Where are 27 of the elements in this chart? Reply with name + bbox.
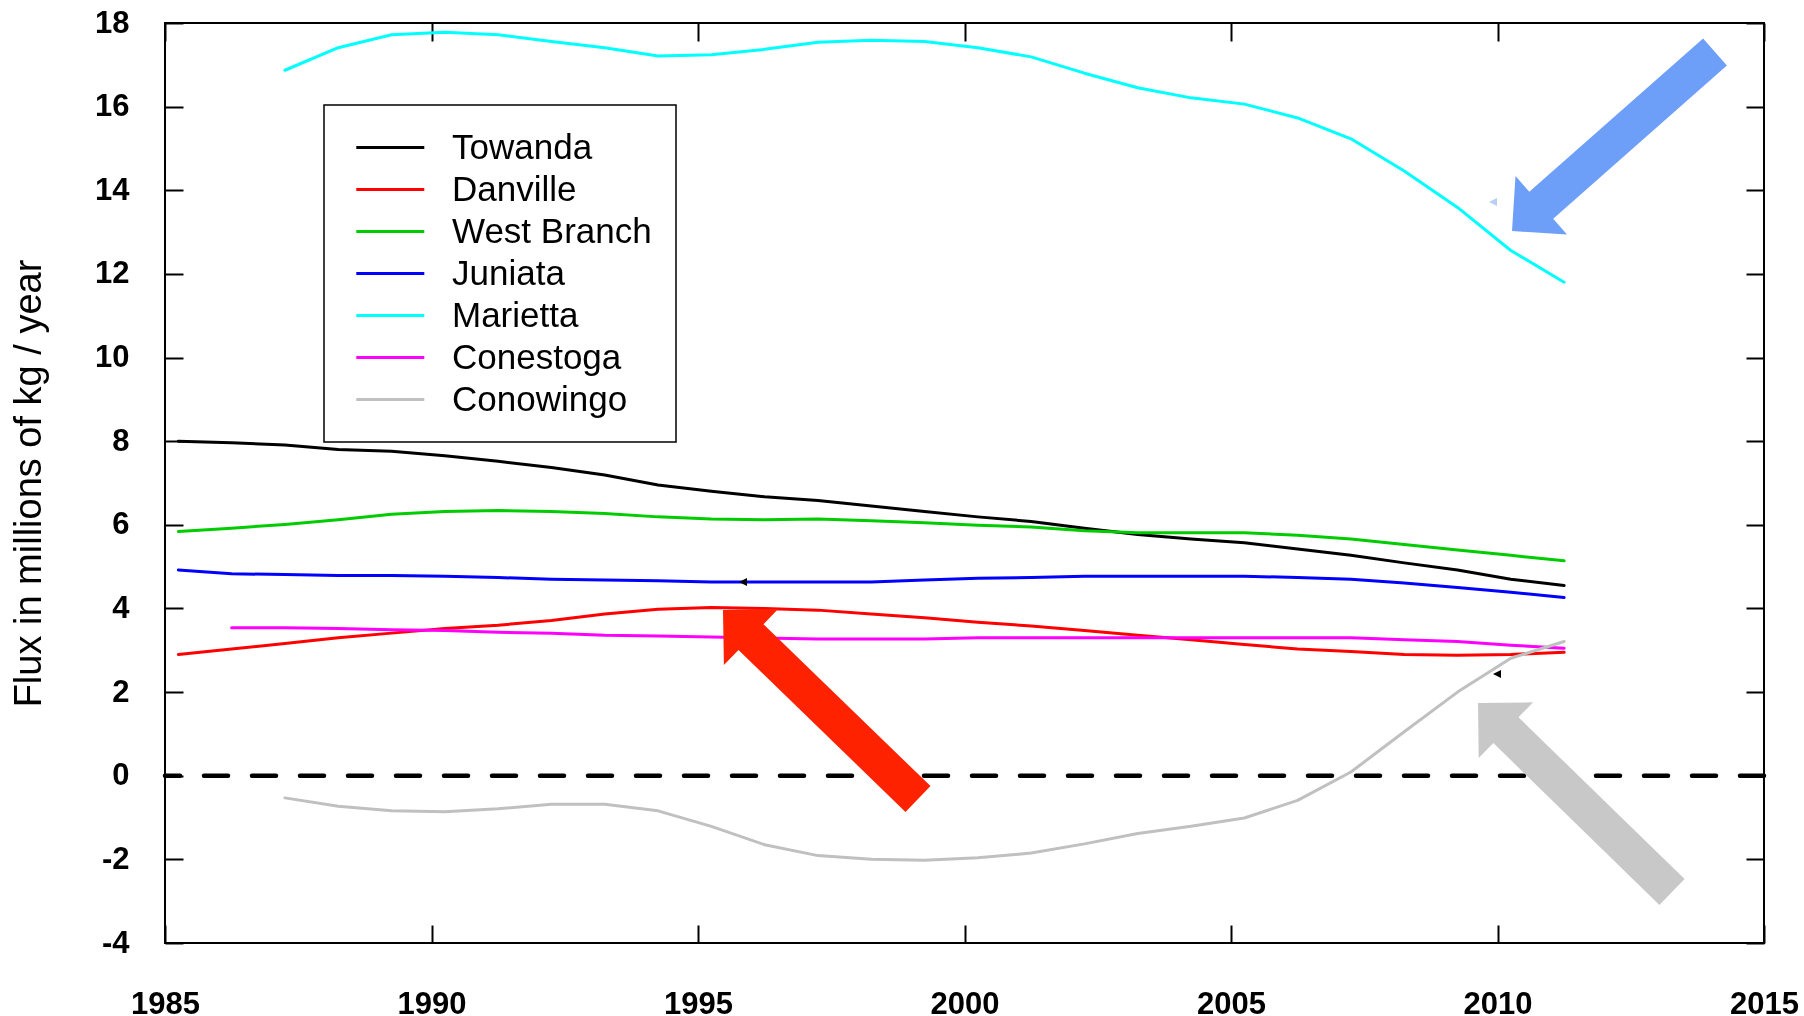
x-tick-label: 1985: [131, 985, 200, 1016]
y-tick-label: 14: [95, 171, 131, 207]
y-tick-label: 2: [112, 673, 130, 709]
y-tick-label: -2: [101, 840, 130, 876]
x-tick-label: 2000: [930, 985, 1000, 1016]
y-tick-label: 18: [95, 4, 130, 40]
legend-label: Danville: [452, 168, 577, 208]
legend-label: Conestoga: [452, 336, 622, 376]
x-tick-label: 2005: [1197, 985, 1266, 1016]
x-tick-label: 1995: [664, 985, 733, 1016]
y-tick-label: 6: [112, 506, 130, 542]
y-tick-label: -4: [101, 924, 131, 960]
y-tick-label: 12: [95, 255, 130, 291]
y-tick-label: 8: [112, 422, 130, 458]
legend-label: Conowingo: [452, 378, 628, 418]
legend-label: West Branch: [452, 210, 652, 250]
y-tick-label: 0: [112, 757, 130, 793]
legend-label: Juniata: [452, 252, 566, 292]
y-tick-label: 4: [112, 589, 131, 625]
y-axis-title: Flux in millions of kg / year: [6, 259, 49, 708]
y-tick-label: 10: [95, 339, 130, 375]
y-tick-label: 16: [95, 88, 130, 124]
x-tick-label: 2015: [1730, 985, 1799, 1016]
x-tick-label: 2010: [1463, 985, 1533, 1016]
legend-label: Towanda: [452, 126, 593, 166]
x-tick-label: 1990: [397, 985, 467, 1016]
legend-label: Marietta: [452, 294, 579, 334]
